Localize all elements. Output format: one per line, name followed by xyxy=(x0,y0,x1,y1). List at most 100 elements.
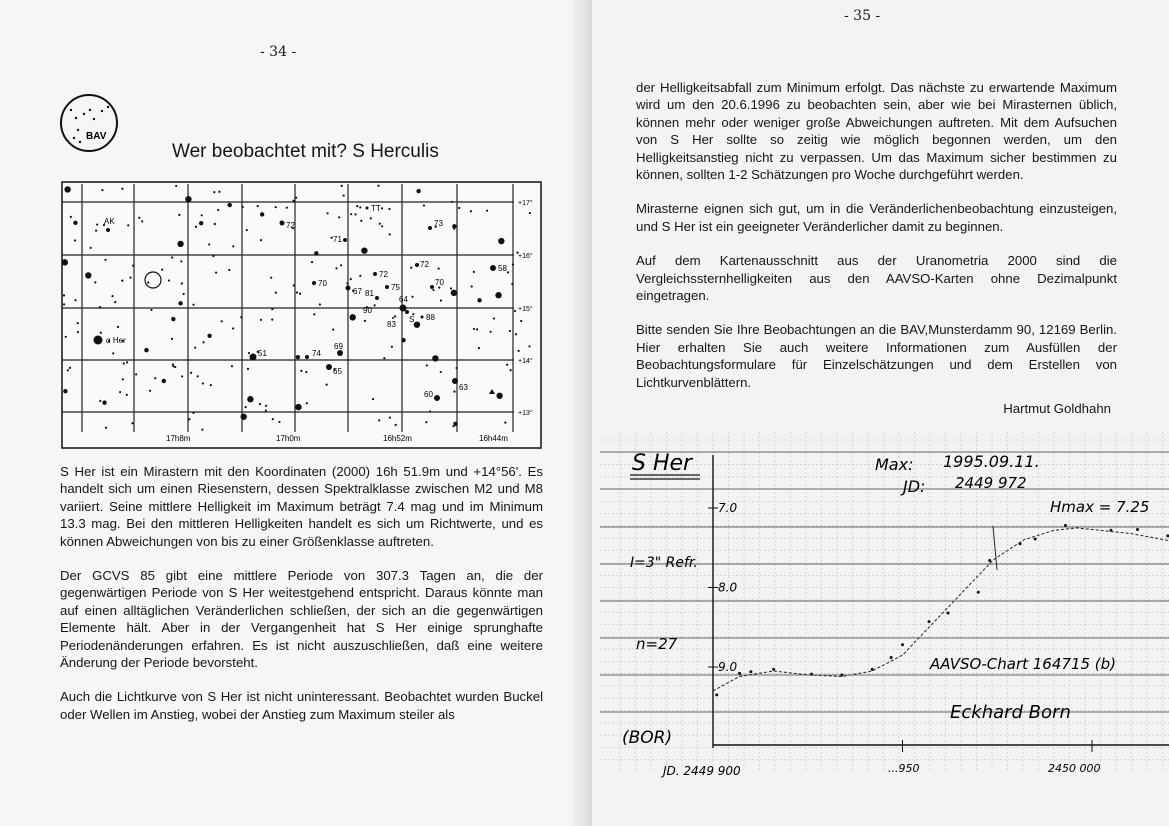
dec-label: +13° xyxy=(518,409,533,417)
labelled-star xyxy=(343,238,347,242)
star xyxy=(265,404,268,407)
star xyxy=(200,214,203,217)
labelled-star xyxy=(420,315,424,319)
star xyxy=(425,364,428,367)
star xyxy=(194,225,198,228)
star xyxy=(95,229,98,232)
dec-label: +14° xyxy=(518,357,533,365)
star xyxy=(388,416,392,419)
labelled-star xyxy=(305,355,309,359)
star xyxy=(350,213,353,216)
star xyxy=(346,282,349,285)
star xyxy=(227,202,232,208)
x-tick-label: ...950 xyxy=(888,762,920,775)
star xyxy=(295,196,298,199)
observer-code: (BOR) xyxy=(622,728,672,748)
star xyxy=(472,270,475,274)
star xyxy=(119,390,122,394)
labelled-star xyxy=(106,228,110,232)
jd-label: JD: xyxy=(900,477,925,496)
labelled-star xyxy=(430,285,434,289)
star xyxy=(111,294,114,298)
star xyxy=(228,268,231,272)
star xyxy=(278,420,281,424)
star xyxy=(240,316,243,319)
star xyxy=(69,215,72,218)
star xyxy=(453,390,456,393)
star xyxy=(270,276,273,279)
star xyxy=(215,271,218,274)
star xyxy=(125,393,128,396)
star xyxy=(147,281,150,284)
star xyxy=(298,292,302,295)
paragraph: Der GCVS 85 gibt eine mittlere Periode v… xyxy=(60,568,543,671)
observation-point xyxy=(1166,534,1169,538)
labelled-star xyxy=(312,281,316,285)
star xyxy=(338,216,341,219)
star-label: 75 xyxy=(391,283,400,292)
star xyxy=(213,222,216,226)
page-number: - 34 - xyxy=(260,44,297,60)
star-label: 69 xyxy=(334,342,343,351)
observation-point xyxy=(1063,523,1067,527)
star xyxy=(213,190,216,194)
star xyxy=(89,246,92,250)
star xyxy=(291,227,295,230)
star xyxy=(62,294,66,297)
labelled-star xyxy=(392,317,394,319)
star-label: 65 xyxy=(333,367,342,376)
labelled-star xyxy=(365,206,369,210)
star xyxy=(388,207,391,211)
star xyxy=(411,295,414,298)
paragraph: S Her ist ein Mirastern mit den Koordina… xyxy=(60,464,543,549)
jd-value: 2449 972 xyxy=(955,474,1027,492)
star xyxy=(98,306,102,309)
star xyxy=(528,345,531,348)
star xyxy=(295,403,302,411)
instrument: I=3" Refr. xyxy=(630,555,698,571)
star xyxy=(94,281,97,284)
star xyxy=(369,217,372,220)
ra-label: 17h0m xyxy=(276,434,301,443)
star xyxy=(383,357,386,360)
star xyxy=(112,352,115,355)
star xyxy=(356,205,359,208)
star-name: S Her xyxy=(632,451,694,476)
star xyxy=(232,245,235,248)
star xyxy=(511,282,514,285)
star xyxy=(439,299,443,302)
star xyxy=(180,282,183,285)
star xyxy=(492,317,496,320)
observation-point xyxy=(749,670,753,674)
observation-point xyxy=(772,667,776,671)
star-chart: +17° +16° +15° +14° +13° 17h8m 17h0m 16h52m 16h4… xyxy=(61,181,542,449)
star xyxy=(178,301,183,306)
labelled-star xyxy=(345,285,351,291)
observation-point xyxy=(901,643,904,647)
paragraph: Auch die Lichtkurve von S Her ist nicht … xyxy=(60,689,543,722)
star xyxy=(256,204,259,208)
star xyxy=(131,422,134,425)
labelled-star xyxy=(428,226,432,230)
star xyxy=(434,225,437,228)
star xyxy=(475,328,479,331)
star xyxy=(161,378,166,384)
light-curve-sheet: 7.0 8.0 9.0 JD. 2449 900 ...950 2450 000 S Her… xyxy=(600,432,1169,778)
star xyxy=(438,286,441,289)
star xyxy=(64,335,67,338)
paragraph: Bitte senden Sie Ihre Beobachtungen an d… xyxy=(636,322,1117,390)
right-body-text: der Helligkeitsabfall zum Minimum erfolg… xyxy=(636,79,1117,418)
observation-point xyxy=(927,620,931,624)
star xyxy=(107,339,111,343)
left-page: - 34 - BAV Wer beobachtet mit? S Herculi… xyxy=(60,44,543,722)
star-label: 72 xyxy=(379,270,388,279)
chart-reference: AAVSO-Chart 164715 (b) xyxy=(929,655,1116,673)
star xyxy=(380,207,384,210)
star xyxy=(189,371,193,374)
star xyxy=(231,327,235,330)
star xyxy=(121,339,124,343)
star xyxy=(425,421,428,424)
star-label: 67 xyxy=(353,287,362,296)
star xyxy=(185,195,192,203)
star-label: 74 xyxy=(312,349,321,358)
